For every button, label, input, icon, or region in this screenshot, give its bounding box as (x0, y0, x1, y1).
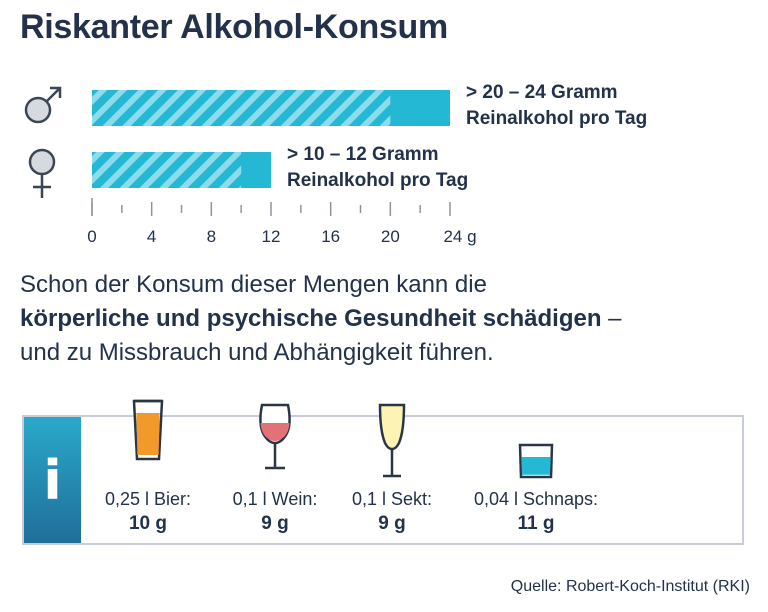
x-tick-label: 20 (381, 227, 400, 246)
drink-beer-amount: 10 g (128, 513, 168, 534)
statement-line-1: Schon der Konsum dieser Mengen kann die (20, 271, 487, 298)
x-tick-label: 16 (321, 227, 340, 246)
statement-bold: körperliche und psychische Gesundheit sc… (20, 305, 602, 332)
drink-beer: 0,25 l Bier: 10 g (84, 399, 212, 543)
drink-schnaps-amount: 11 g (517, 513, 555, 534)
x-tick-label: 24 g (443, 227, 476, 246)
drink-sekt: 0,1 l Sekt: 9 g (334, 403, 450, 543)
bar-label-frauen: > 10 – 12 Gramm Reinalkohol pro Tag (287, 142, 468, 194)
female-symbol-icon (28, 148, 56, 198)
drink-wine-label: 0,1 l Wein: (232, 489, 318, 509)
statement-dash: – (601, 305, 622, 332)
x-tick-label: 4 (147, 227, 156, 246)
x-tick-label: 8 (207, 227, 216, 246)
page-title: Riskanter Alkohol-Konsum (20, 8, 448, 46)
bar-label-line: > 20 – 24 Gramm (466, 82, 618, 103)
bar-label-line: > 10 – 12 Gramm (287, 144, 439, 165)
champagne-glass-icon (378, 403, 406, 478)
drink-sekt-label: 0,1 l Sekt: (351, 489, 433, 509)
bar-männer-min (92, 90, 391, 126)
bar-label-line: Reinalkohol pro Tag (466, 108, 648, 129)
drink-wine: 0,1 l Wein: 9 g (220, 403, 330, 543)
intake-bar-chart: 0 4 8 12 16 20 24 g (24, 86, 477, 246)
shot-glass-icon (518, 443, 554, 479)
drink-schnaps-label: 0,04 l Schnaps: (473, 489, 599, 509)
wine-glass-icon (259, 403, 291, 470)
bar-frauen-min (92, 152, 242, 188)
x-tick-label: 12 (262, 227, 281, 246)
drink-info-box: i 0,25 l Bier: 10 g 0,1 l Wein: 9 g 0,1 … (22, 399, 744, 545)
male-symbol-icon (24, 86, 62, 124)
bar-label-line: Reinalkohol pro Tag (287, 170, 469, 191)
drink-wine-amount: 9 g (261, 513, 289, 534)
info-icon: i (24, 417, 81, 543)
beer-glass-icon (132, 399, 164, 461)
drink-sekt-amount: 9 g (378, 513, 406, 534)
x-tick-label: 0 (87, 227, 96, 246)
drink-beer-label: 0,25 l Bier: (104, 489, 192, 509)
health-statement: Schon der Konsum dieser Mengen kann die … (20, 268, 750, 370)
source-note: Quelle: Robert-Koch-Institut (RKI) (510, 578, 750, 595)
bar-label-männer: > 20 – 24 Gramm Reinalkohol pro Tag (466, 80, 647, 132)
statement-line-3: und zu Missbrauch und Abhängigkeit führe… (20, 339, 494, 366)
drink-schnaps: 0,04 l Schnaps: 11 g (456, 417, 616, 543)
